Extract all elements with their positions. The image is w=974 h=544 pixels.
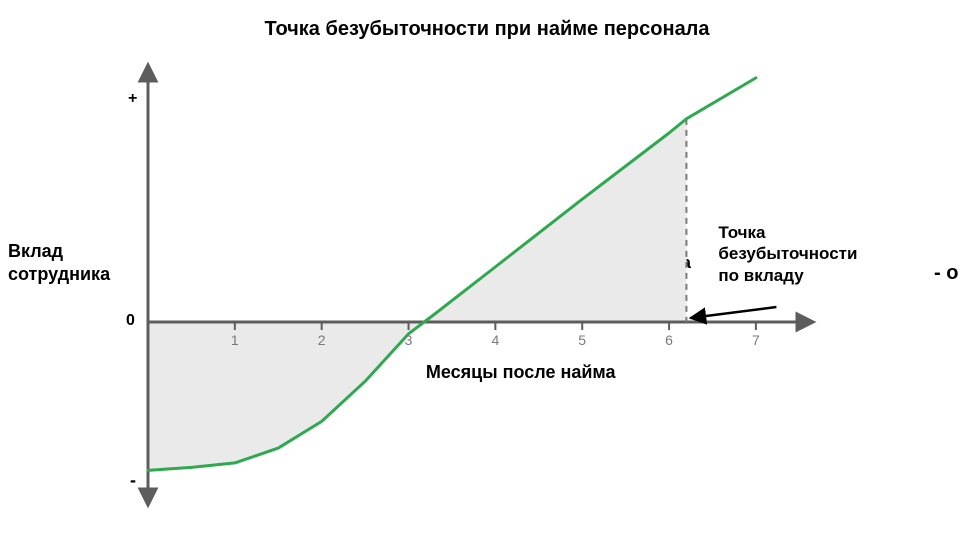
x-tick-label: 7 xyxy=(752,332,760,348)
x-tick-label: 1 xyxy=(231,332,239,348)
chart-stage: Точка безубыточности при найме персонала… xyxy=(0,0,974,544)
x-tick-label: 3 xyxy=(405,332,413,348)
x-tick-label: 4 xyxy=(491,332,499,348)
x-tick-label: 2 xyxy=(318,332,326,348)
x-tick-label: 5 xyxy=(578,332,586,348)
chart-svg xyxy=(0,0,974,544)
x-tick-label: 6 xyxy=(665,332,673,348)
